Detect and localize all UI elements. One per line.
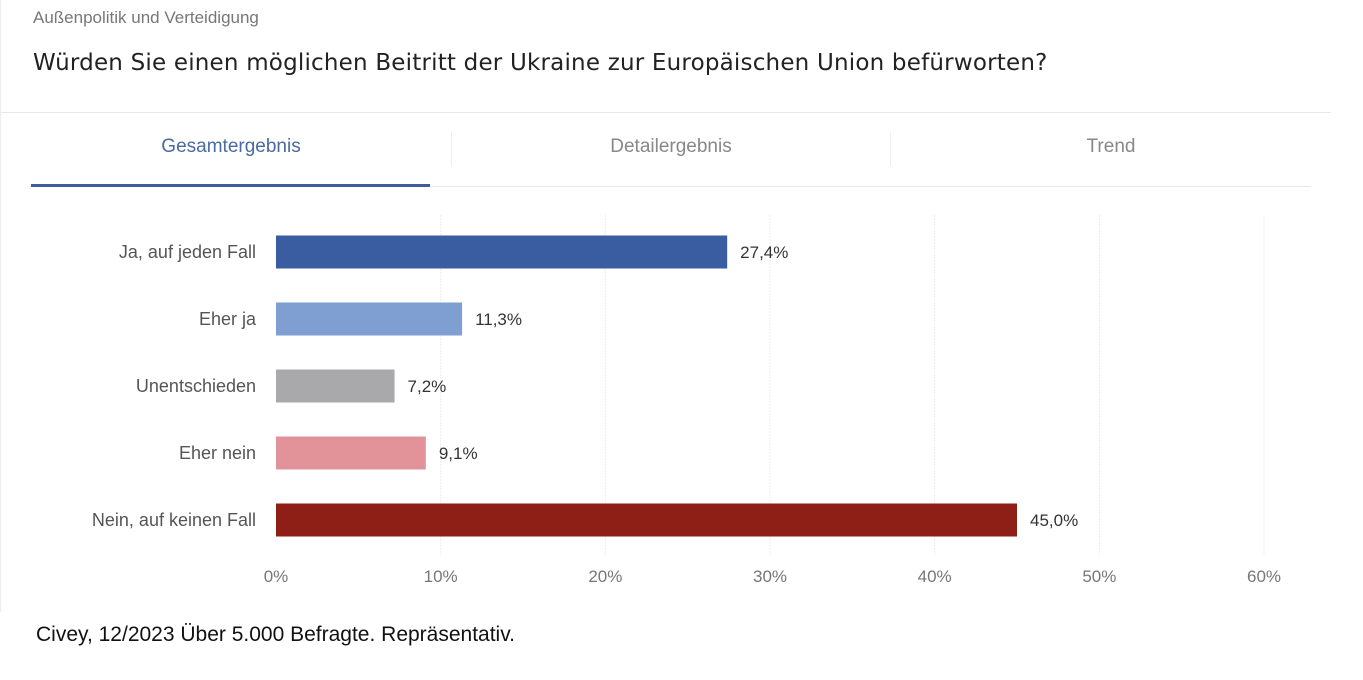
bar bbox=[276, 436, 426, 470]
question-title: Würden Sie einen möglichen Beitritt der … bbox=[33, 50, 1048, 76]
bar bbox=[276, 503, 1017, 537]
value-label: 27,4% bbox=[740, 243, 788, 262]
bar bbox=[276, 369, 395, 403]
category-label: Unentschieden bbox=[136, 376, 256, 396]
tab-detailergebnis[interactable]: Detailergebnis bbox=[610, 136, 732, 157]
x-tick-label: 50% bbox=[1082, 567, 1116, 586]
value-label: 9,1% bbox=[439, 444, 478, 463]
bar-chart: 0% 10% 20% 30% 40% 50% 60% Ja, auf jeden Fall 27… bbox=[92, 215, 1281, 586]
value-label: 11,3% bbox=[475, 310, 522, 329]
x-tick-label: 10% bbox=[424, 567, 458, 586]
tab-separator bbox=[451, 132, 452, 166]
x-tick-label: 40% bbox=[918, 567, 952, 586]
active-tab-indicator bbox=[31, 184, 430, 187]
tab-underline bbox=[31, 186, 1311, 187]
tab-gesamtergebnis[interactable]: Gesamtergebnis bbox=[161, 136, 301, 157]
divider bbox=[1, 112, 1331, 113]
tab-trend[interactable]: Trend bbox=[1086, 136, 1136, 157]
category-label: Eher ja bbox=[199, 309, 257, 329]
poll-card: Außenpolitik und Verteidigung Würden Sie… bbox=[0, 0, 1331, 612]
x-tick-label: 30% bbox=[753, 567, 787, 586]
category-label: Außenpolitik und Verteidigung bbox=[33, 8, 259, 27]
value-label: 45,0% bbox=[1030, 511, 1078, 530]
category-label: Nein, auf keinen Fall bbox=[92, 510, 256, 530]
bar bbox=[276, 235, 728, 269]
category-label: Ja, auf jeden Fall bbox=[119, 242, 256, 262]
category-label: Eher nein bbox=[179, 443, 256, 463]
x-tick-label: 20% bbox=[588, 567, 622, 586]
x-tick-label: 60% bbox=[1247, 567, 1281, 586]
tab-separator bbox=[890, 132, 891, 166]
bar bbox=[276, 302, 463, 336]
x-tick-label: 0% bbox=[264, 567, 289, 586]
value-label: 7,2% bbox=[408, 377, 447, 396]
source-footer: Civey, 12/2023 Über 5.000 Befragte. Repr… bbox=[36, 623, 516, 646]
